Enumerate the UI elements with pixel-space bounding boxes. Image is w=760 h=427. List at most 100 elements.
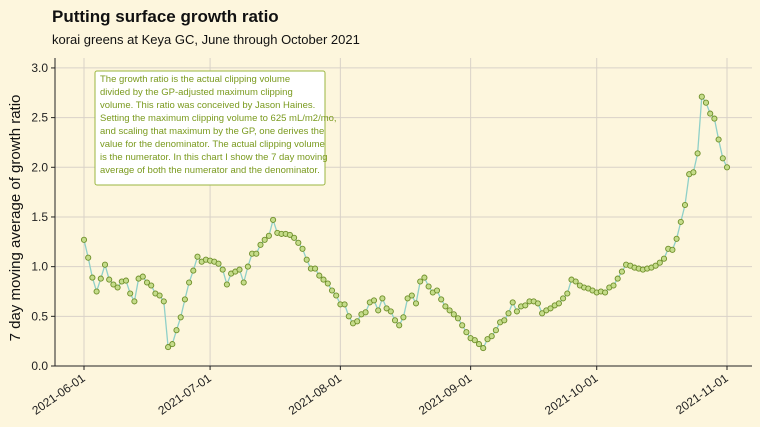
data-point	[421, 274, 428, 281]
data-point	[244, 263, 251, 270]
data-point	[341, 301, 348, 308]
data-point	[660, 255, 668, 262]
annotation-line-5: and scaling that maximum by the GP, one …	[100, 126, 324, 137]
y-tick-label-0: 0.0	[31, 359, 48, 373]
annotation-line-4: Setting the maximum clipping volume to 6…	[100, 113, 337, 124]
data-point	[471, 337, 478, 344]
data-point	[412, 300, 420, 307]
data-point	[106, 276, 113, 283]
data-point	[143, 279, 151, 286]
data-point	[669, 246, 676, 253]
data-point	[312, 265, 319, 272]
data-point	[85, 254, 92, 261]
y-tick-label-1: 0.5	[31, 309, 48, 323]
series-line-0	[83, 94, 728, 350]
data-point	[681, 201, 689, 209]
data-point	[707, 110, 714, 117]
data-point	[291, 234, 298, 241]
data-point	[698, 93, 705, 100]
data-point	[425, 283, 432, 290]
data-point	[131, 298, 138, 305]
data-point	[156, 292, 163, 299]
data-point	[560, 295, 567, 302]
x-tick-label-1: 2021-07-01	[155, 371, 214, 418]
annotation-line-3: volume. This ratio was conceived by Jaso…	[100, 100, 315, 111]
data-point	[194, 253, 201, 260]
data-point	[618, 268, 625, 275]
data-point	[534, 300, 541, 307]
data-point	[257, 241, 264, 248]
data-point	[379, 295, 386, 302]
data-point	[265, 232, 272, 239]
x-tick-label-0: 2021-06-01	[29, 371, 88, 418]
data-point	[110, 281, 117, 288]
data-point	[223, 281, 230, 288]
data-point	[89, 274, 96, 281]
data-point	[148, 282, 155, 289]
data-point	[459, 322, 466, 329]
data-point	[522, 302, 529, 309]
data-point	[509, 299, 516, 306]
data-point	[505, 310, 512, 317]
data-point	[383, 305, 390, 312]
data-point	[101, 261, 109, 268]
data-point	[253, 250, 260, 257]
y-tick-label-3: 1.5	[31, 210, 48, 224]
data-point	[370, 297, 378, 304]
data-point	[215, 260, 222, 267]
data-point	[711, 115, 718, 122]
data-point	[673, 235, 680, 242]
data-point	[501, 317, 508, 324]
data-point	[320, 276, 327, 283]
annotation-line-7: is the numerator. In this chart I show t…	[100, 152, 328, 163]
data-point	[97, 275, 104, 282]
data-point	[80, 236, 88, 243]
annotation-line-8: average of both the numerator and the de…	[100, 165, 320, 176]
data-point	[391, 317, 399, 324]
data-point	[652, 262, 659, 269]
data-point	[564, 290, 571, 297]
data-point	[400, 314, 407, 321]
data-point	[169, 341, 176, 348]
x-tick-label-5: 2021-11-01	[673, 371, 731, 417]
data-point	[261, 236, 268, 243]
data-point	[303, 256, 310, 263]
data-point	[555, 300, 562, 307]
data-point	[316, 272, 323, 279]
data-point	[139, 273, 146, 280]
data-point	[408, 292, 415, 299]
data-point	[270, 216, 277, 223]
data-point	[324, 280, 331, 287]
data-point	[610, 282, 617, 289]
data-point	[177, 314, 184, 321]
data-point	[694, 150, 701, 157]
data-point	[614, 275, 621, 282]
data-point	[539, 310, 546, 317]
annotation-line-1: The growth ratio is the actual clipping …	[100, 74, 290, 85]
data-point	[93, 288, 100, 295]
data-point	[715, 136, 722, 143]
data-point	[286, 231, 293, 238]
data-point	[375, 307, 382, 314]
data-point	[299, 245, 306, 252]
data-point	[433, 287, 441, 294]
data-point	[492, 327, 499, 334]
data-point	[446, 307, 453, 314]
x-tick-label-4: 2021-10-01	[542, 371, 601, 418]
data-point	[572, 278, 579, 285]
y-tick-label-2: 1.0	[31, 260, 48, 274]
data-point	[122, 277, 130, 284]
y-tick-label-6: 3.0	[31, 61, 48, 75]
data-point	[513, 308, 520, 315]
data-point	[333, 292, 340, 299]
data-point	[127, 290, 134, 297]
data-point	[219, 266, 226, 273]
data-point	[719, 155, 726, 162]
data-point	[160, 298, 167, 305]
annotation-box: The growth ratio is the actual clipping …	[94, 70, 337, 186]
data-point	[480, 345, 487, 352]
x-tick-label-2: 2021-08-01	[286, 371, 345, 418]
data-point	[723, 164, 731, 171]
data-point	[354, 318, 361, 325]
